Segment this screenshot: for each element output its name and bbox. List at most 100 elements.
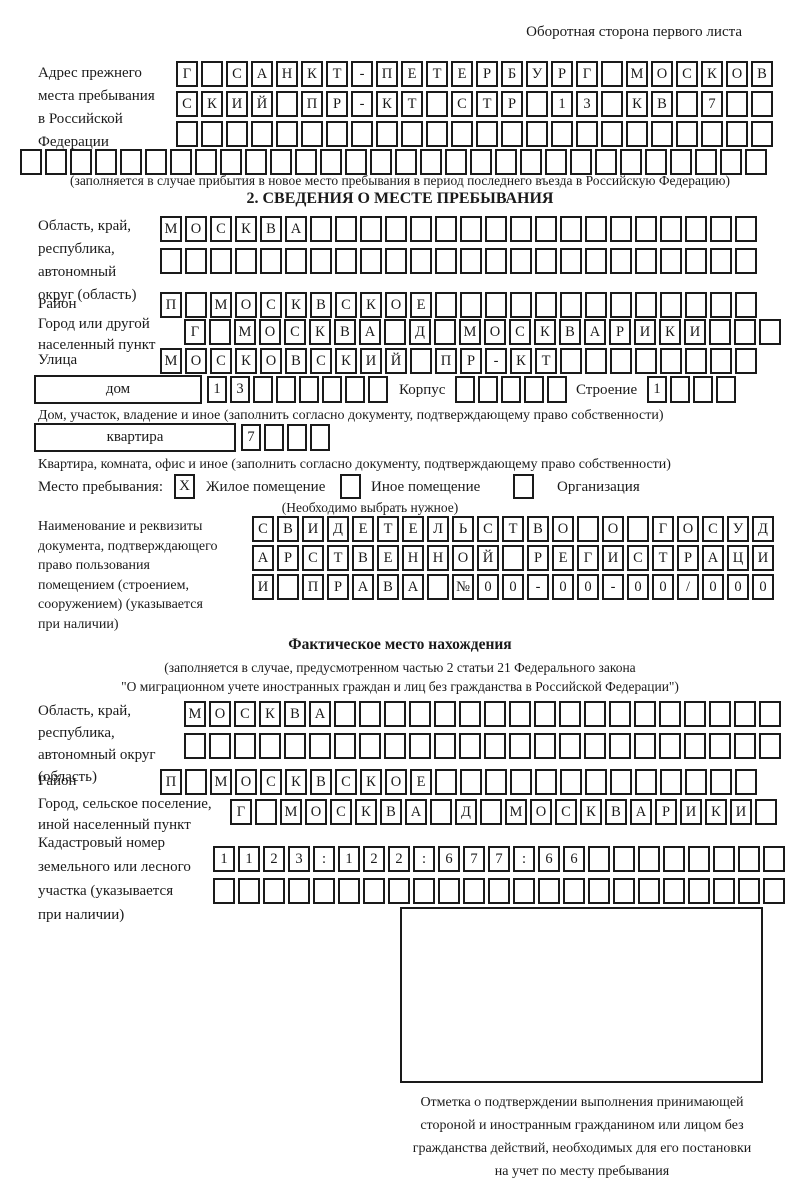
char-cell xyxy=(670,149,692,175)
char-cell: С xyxy=(627,545,649,571)
char-cell: М xyxy=(210,292,232,318)
char-cell xyxy=(434,733,456,759)
char-cell xyxy=(480,799,502,825)
char-cell: Н xyxy=(402,545,424,571)
char-cell: К xyxy=(659,319,681,345)
char-cell xyxy=(120,149,142,175)
char-cell xyxy=(501,376,521,403)
char-cell xyxy=(451,121,473,147)
char-cell: М xyxy=(184,701,206,727)
char-cell: Е xyxy=(402,516,424,542)
char-cell: В xyxy=(285,348,307,374)
mesto-label: Место пребывания: xyxy=(38,479,163,495)
char-cell: М xyxy=(626,61,648,87)
char-cell: С xyxy=(310,348,332,374)
char-cell: : xyxy=(313,846,335,872)
char-cell xyxy=(284,733,306,759)
char-cell xyxy=(613,878,635,904)
char-cell xyxy=(660,248,682,274)
char-cell xyxy=(409,733,431,759)
char-cell: Т xyxy=(377,516,399,542)
char-cell xyxy=(651,121,673,147)
char-cell xyxy=(430,799,452,825)
char-cell xyxy=(610,769,632,795)
section2-title: 2. СВЕДЕНИЯ О МЕСТЕ ПРЕБЫВАНИЯ xyxy=(246,190,554,207)
char-cell xyxy=(560,216,582,242)
dom-note: Дом, участок, владение и иное (заполнить… xyxy=(38,408,664,423)
char-cell xyxy=(688,846,710,872)
char-cell xyxy=(709,319,731,345)
char-cell xyxy=(659,733,681,759)
doc-label: Наименование и реквизиты документа, подт… xyxy=(38,519,218,632)
char-cell xyxy=(585,292,607,318)
stamp-note: Отметка о подтверждении выполнения прини… xyxy=(412,1095,752,1179)
char-cell xyxy=(660,769,682,795)
char-cell: С xyxy=(260,769,282,795)
char-cell: П xyxy=(376,61,398,87)
char-cell: 1 xyxy=(647,376,667,403)
char-cell xyxy=(710,769,732,795)
char-cell xyxy=(435,292,457,318)
char-cell xyxy=(560,348,582,374)
char-cell xyxy=(495,149,517,175)
char-cell xyxy=(620,149,642,175)
char-cell xyxy=(560,248,582,274)
char-cell: И xyxy=(602,545,624,571)
char-cell xyxy=(613,846,635,872)
char-cell xyxy=(660,348,682,374)
checkbox-org xyxy=(513,474,534,499)
char-cell xyxy=(716,376,736,403)
char-cell xyxy=(635,216,657,242)
char-cell: И xyxy=(680,799,702,825)
char-cell: - xyxy=(485,348,507,374)
char-cell xyxy=(95,149,117,175)
char-cell: Т xyxy=(652,545,674,571)
char-cell xyxy=(160,248,182,274)
char-cell: К xyxy=(335,348,357,374)
char-cell xyxy=(299,376,319,403)
char-cell xyxy=(709,733,731,759)
char-cell: М xyxy=(160,348,182,374)
doc-row-3: И П Р А В А № 0 0-0 0-0 0/0 0 0 xyxy=(252,574,777,600)
char-cell: С xyxy=(226,61,248,87)
char-cell: М xyxy=(505,799,527,825)
char-cell xyxy=(410,216,432,242)
char-cell xyxy=(264,424,284,451)
char-cell xyxy=(510,248,532,274)
char-cell xyxy=(559,701,581,727)
char-cell xyxy=(277,574,299,600)
char-cell: Н xyxy=(276,61,298,87)
char-cell xyxy=(585,348,607,374)
char-cell xyxy=(526,91,548,117)
char-cell: Й xyxy=(385,348,407,374)
char-cell xyxy=(638,878,660,904)
char-cell xyxy=(401,121,423,147)
char-cell: 1 xyxy=(338,846,360,872)
char-cell xyxy=(745,149,767,175)
char-cell: А xyxy=(359,319,381,345)
char-cell: А xyxy=(309,701,331,727)
char-cell: К xyxy=(360,769,382,795)
char-cell: С xyxy=(302,545,324,571)
char-cell: С xyxy=(477,516,499,542)
char-cell xyxy=(413,878,435,904)
char-cell xyxy=(735,769,757,795)
char-cell: К xyxy=(301,61,323,87)
char-cell xyxy=(670,376,690,403)
char-cell xyxy=(502,545,524,571)
char-cell xyxy=(470,149,492,175)
char-cell: К xyxy=(235,348,257,374)
char-cell xyxy=(285,248,307,274)
kvartira-label-box: квартира xyxy=(34,423,236,452)
char-cell xyxy=(238,878,260,904)
char-cell xyxy=(501,121,523,147)
char-cell xyxy=(635,292,657,318)
char-cell: О xyxy=(602,516,624,542)
char-cell: А xyxy=(251,61,273,87)
char-cell xyxy=(426,121,448,147)
char-cell xyxy=(213,878,235,904)
char-cell xyxy=(534,733,556,759)
char-cell: О xyxy=(530,799,552,825)
char-cell xyxy=(659,701,681,727)
char-cell xyxy=(360,216,382,242)
